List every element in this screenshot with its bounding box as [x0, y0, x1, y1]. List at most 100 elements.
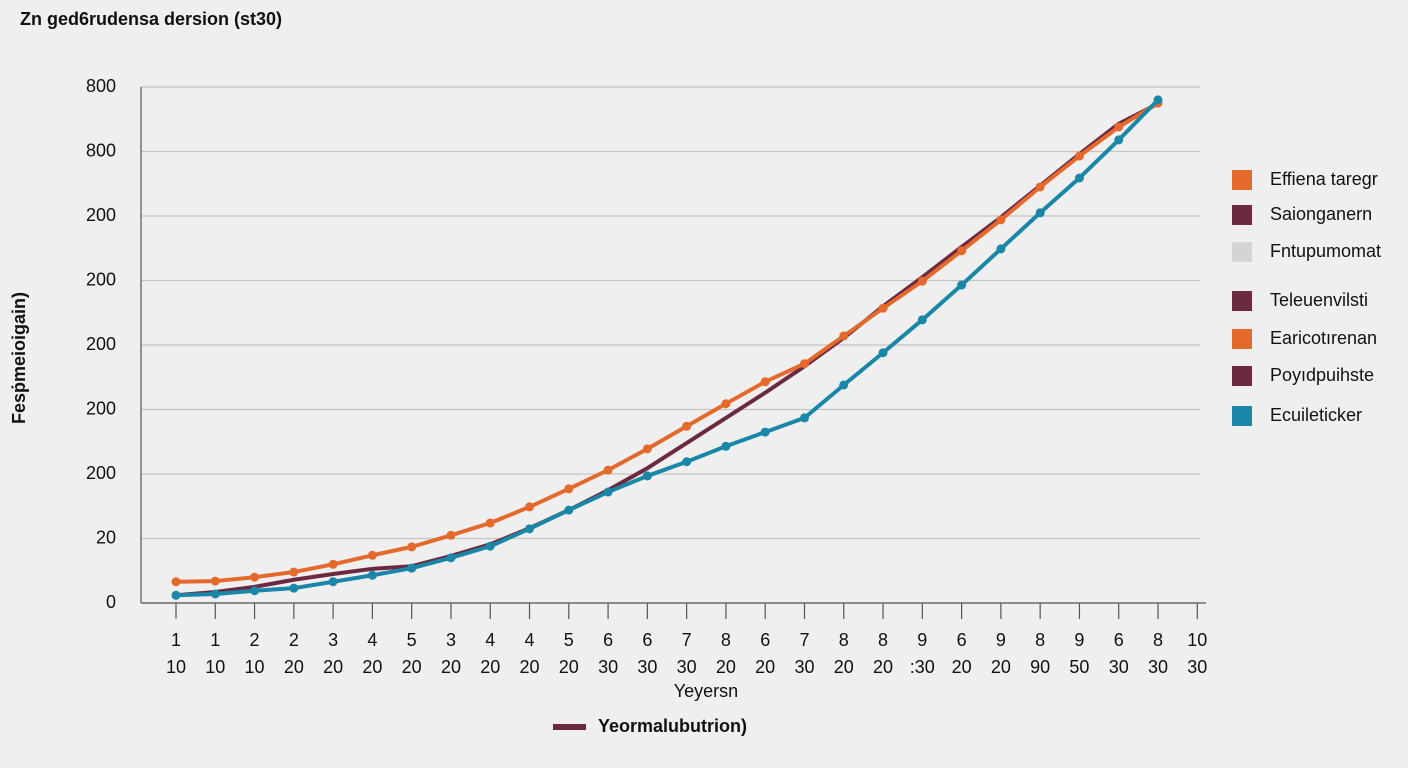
- legend-label: Earicotırenan: [1270, 328, 1377, 348]
- data-point: [839, 331, 849, 341]
- data-point: [250, 572, 260, 582]
- data-point: [996, 244, 1006, 254]
- data-point: [1114, 135, 1124, 145]
- x-tick-label: 30: [637, 657, 657, 677]
- x-tick-label: 20: [755, 657, 775, 677]
- data-point: [525, 502, 535, 512]
- data-point: [642, 471, 652, 481]
- x-tick-label: 30: [1148, 657, 1168, 677]
- series-line: [175, 98, 1160, 598]
- y-tick-label: 20: [96, 527, 116, 547]
- x-tick-label: 30: [794, 657, 814, 677]
- x-tick-label: 10: [166, 657, 186, 677]
- x-tick-label: 5: [564, 630, 574, 650]
- x-tick-label: 4: [367, 630, 377, 650]
- data-point: [1074, 151, 1084, 161]
- data-point: [485, 541, 495, 551]
- legend-swatch: [1232, 205, 1252, 225]
- x-tick-label: 9: [1074, 630, 1084, 650]
- data-point: [917, 276, 927, 286]
- data-point: [328, 559, 338, 569]
- y-tick-label: 200: [86, 398, 116, 418]
- legend-swatch: [1232, 170, 1252, 190]
- x-tick-label: 8: [878, 630, 888, 650]
- legend-label: Saionganern: [1270, 204, 1372, 224]
- data-point: [682, 457, 692, 467]
- legend-label: Fntupumomat: [1270, 241, 1381, 261]
- x-tick-label: 20: [480, 657, 500, 677]
- x-tick-label: 6: [1114, 630, 1124, 650]
- x-tick-label: 9: [996, 630, 1006, 650]
- x-tick-label: 1: [210, 630, 220, 650]
- x-tick-label: 6: [642, 630, 652, 650]
- data-point: [1153, 95, 1163, 105]
- data-point: [839, 380, 849, 390]
- series-line: [175, 101, 1159, 598]
- x-tick-label: 20: [716, 657, 736, 677]
- x-tick-label: 10: [245, 657, 265, 677]
- data-point: [446, 530, 456, 540]
- x-tick-label: 3: [328, 630, 338, 650]
- x-tick-label: 20: [991, 657, 1011, 677]
- x-tick-label: 90: [1030, 657, 1050, 677]
- x-tick-label: 8: [721, 630, 731, 650]
- data-point: [210, 576, 220, 586]
- data-point: [760, 377, 770, 387]
- legend-swatch: [1232, 366, 1252, 386]
- x-tick-label: 6: [603, 630, 613, 650]
- x-tick-label: 50: [1069, 657, 1089, 677]
- legend-swatch: [1232, 242, 1252, 262]
- x-tick-label: 20: [362, 657, 382, 677]
- x-tick-label: 7: [799, 630, 809, 650]
- chart-title: Zn ged6rudensa dersion (st30): [20, 9, 282, 29]
- data-point: [603, 465, 613, 475]
- data-point: [799, 359, 809, 369]
- data-point: [721, 441, 731, 451]
- x-tick-label: 8: [1035, 630, 1045, 650]
- data-point: [603, 487, 613, 497]
- data-point: [446, 553, 456, 563]
- y-tick-label: 200: [86, 463, 116, 483]
- x-tick-label: 8: [839, 630, 849, 650]
- data-point: [485, 518, 495, 528]
- legend-swatch: [1232, 406, 1252, 426]
- x-tick-label: 30: [1187, 657, 1207, 677]
- legend-label: Teleuenvilsti: [1270, 290, 1368, 310]
- x-tick-label: 30: [677, 657, 697, 677]
- x-tick-label: 4: [485, 630, 495, 650]
- x-tick-label: 30: [1109, 657, 1129, 677]
- data-point: [878, 303, 888, 313]
- x-tick-label: 3: [446, 630, 456, 650]
- y-axis-label: Fesṗmeioigain): [9, 292, 29, 424]
- x-tick-label: 5: [407, 630, 417, 650]
- data-point: [407, 563, 417, 573]
- x-tick-label: 2: [289, 630, 299, 650]
- data-point: [957, 246, 967, 256]
- x-tick-label: 30: [598, 657, 618, 677]
- data-point: [525, 524, 535, 534]
- data-point: [328, 577, 338, 587]
- data-point: [171, 577, 181, 587]
- x-tick-label: 20: [402, 657, 422, 677]
- data-point: [289, 583, 299, 593]
- x-tick-label: 2: [250, 630, 260, 650]
- x-tick-label: 6: [760, 630, 770, 650]
- bottom-legend-label: Yeormalubutrion): [598, 716, 747, 736]
- x-tick-label: 7: [682, 630, 692, 650]
- legend-label: Ecuileticker: [1270, 405, 1362, 425]
- x-tick-label: 20: [559, 657, 579, 677]
- legend-label: Poyıdpuihste: [1270, 365, 1374, 385]
- data-point: [760, 427, 770, 437]
- data-point: [957, 280, 967, 290]
- x-tick-label: 6: [957, 630, 967, 650]
- series-line: [175, 101, 1160, 584]
- x-tick-label: 20: [520, 657, 540, 677]
- data-point: [1074, 173, 1084, 183]
- x-tick-label: :30: [910, 657, 935, 677]
- data-point: [367, 550, 377, 560]
- data-point: [682, 421, 692, 431]
- x-tick-label: 20: [834, 657, 854, 677]
- data-point: [171, 590, 181, 600]
- x-axis-label: Yeyersn: [674, 681, 738, 701]
- y-tick-label: 200: [86, 205, 116, 225]
